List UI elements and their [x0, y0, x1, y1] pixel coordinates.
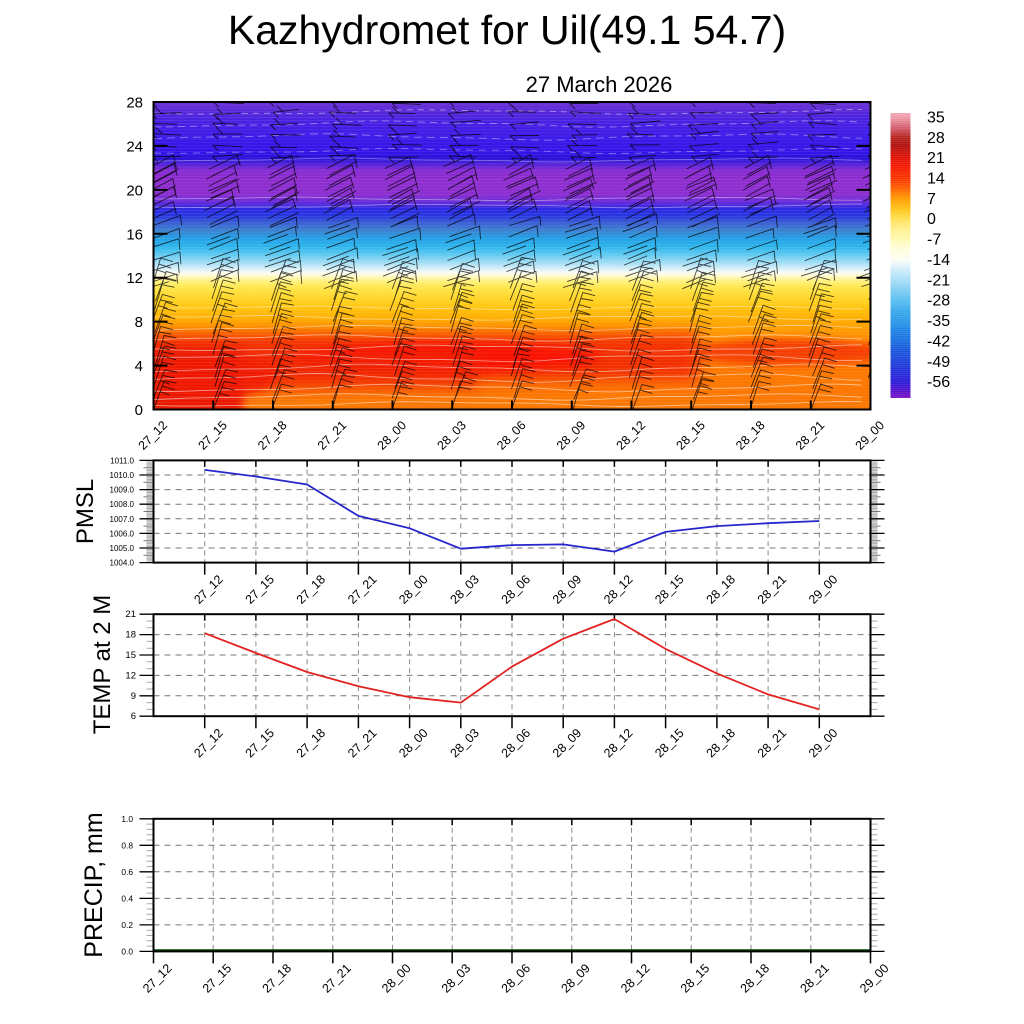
svg-text:14: 14	[927, 171, 945, 188]
svg-text:24: 24	[126, 138, 143, 155]
svg-text:-14: -14	[927, 252, 950, 269]
svg-text:28_21: 28_21	[797, 961, 832, 996]
svg-text:8: 8	[135, 314, 143, 331]
svg-text:0.0: 0.0	[121, 946, 133, 956]
svg-text:1005.0: 1005.0	[110, 544, 135, 553]
svg-text:9: 9	[131, 691, 136, 702]
svg-text:0.4: 0.4	[121, 893, 133, 903]
svg-text:28_06: 28_06	[499, 726, 534, 761]
svg-text:1009.0: 1009.0	[110, 486, 135, 495]
svg-text:0.2: 0.2	[121, 920, 133, 930]
svg-text:TEMP at 2 M: TEMP at 2 M	[89, 595, 116, 735]
svg-text:28_15: 28_15	[678, 961, 713, 996]
svg-text:27_15: 27_15	[195, 418, 230, 453]
svg-text:28_21: 28_21	[793, 418, 828, 453]
svg-text:28_03: 28_03	[439, 961, 474, 996]
svg-text:27_15: 27_15	[200, 961, 235, 996]
svg-text:27_21: 27_21	[319, 961, 354, 996]
svg-text:7: 7	[927, 191, 936, 208]
svg-text:Kazhydromet for Uil(49.1 54.7): Kazhydromet for Uil(49.1 54.7)	[228, 7, 786, 53]
svg-text:-21: -21	[927, 272, 950, 289]
svg-text:28_12: 28_12	[618, 961, 653, 996]
svg-text:-35: -35	[927, 313, 950, 330]
svg-text:29_00: 29_00	[806, 726, 841, 761]
svg-text:27_18: 27_18	[294, 572, 329, 607]
svg-text:28_09: 28_09	[554, 418, 589, 453]
svg-text:-56: -56	[927, 374, 950, 391]
svg-text:28_18: 28_18	[738, 961, 773, 996]
svg-text:27_15: 27_15	[243, 726, 278, 761]
svg-text:-42: -42	[927, 334, 950, 351]
svg-text:29_00: 29_00	[857, 961, 892, 996]
svg-text:4: 4	[135, 358, 143, 375]
svg-text:28_09: 28_09	[558, 961, 593, 996]
svg-text:28_03: 28_03	[447, 572, 482, 607]
svg-text:16: 16	[126, 226, 143, 243]
svg-text:PRECIP, mm: PRECIP, mm	[80, 812, 108, 957]
svg-text:28_00: 28_00	[396, 726, 431, 761]
svg-text:0: 0	[927, 211, 936, 228]
svg-text:0.8: 0.8	[121, 840, 133, 850]
svg-text:28_06: 28_06	[494, 418, 529, 453]
svg-text:1.0: 1.0	[121, 814, 133, 824]
svg-text:28_12: 28_12	[601, 726, 636, 761]
svg-text:28_21: 28_21	[755, 572, 790, 607]
svg-text:28_18: 28_18	[733, 418, 768, 453]
svg-text:1004.0: 1004.0	[110, 559, 135, 568]
svg-text:28_12: 28_12	[614, 418, 649, 453]
svg-text:27_18: 27_18	[294, 726, 329, 761]
svg-text:0.6: 0.6	[121, 867, 133, 877]
svg-text:12: 12	[126, 270, 143, 287]
svg-text:28_09: 28_09	[550, 726, 585, 761]
svg-text:28_21: 28_21	[755, 726, 790, 761]
svg-text:21: 21	[927, 150, 945, 167]
svg-text:28_09: 28_09	[550, 572, 585, 607]
svg-text:28_15: 28_15	[652, 726, 687, 761]
svg-text:-7: -7	[927, 232, 941, 249]
svg-text:0: 0	[135, 402, 143, 419]
svg-text:27_21: 27_21	[345, 726, 380, 761]
svg-text:18: 18	[125, 630, 136, 641]
svg-text:28_00: 28_00	[375, 418, 410, 453]
svg-text:28_18: 28_18	[704, 572, 739, 607]
svg-text:PMSL: PMSL	[72, 479, 99, 544]
svg-text:27 March 2026: 27 March 2026	[526, 72, 673, 97]
svg-text:27_21: 27_21	[315, 418, 350, 453]
svg-text:27_12: 27_12	[140, 961, 175, 996]
svg-text:20: 20	[126, 182, 143, 199]
svg-text:28_18: 28_18	[704, 726, 739, 761]
svg-text:6: 6	[131, 711, 136, 722]
svg-text:28_00: 28_00	[379, 961, 414, 996]
svg-text:28_00: 28_00	[396, 572, 431, 607]
svg-text:28_03: 28_03	[434, 418, 469, 453]
svg-text:27_18: 27_18	[260, 961, 295, 996]
svg-text:1006.0: 1006.0	[110, 529, 135, 538]
svg-text:27_12: 27_12	[136, 418, 171, 453]
svg-text:28: 28	[927, 130, 945, 147]
svg-text:29_00: 29_00	[853, 418, 888, 453]
svg-text:28: 28	[126, 95, 143, 112]
svg-text:12: 12	[125, 670, 136, 681]
svg-text:29_00: 29_00	[806, 572, 841, 607]
svg-text:1010.0: 1010.0	[110, 471, 135, 480]
svg-text:21: 21	[125, 609, 136, 620]
svg-text:1008.0: 1008.0	[110, 500, 135, 509]
svg-text:27_18: 27_18	[255, 418, 290, 453]
svg-text:27_15: 27_15	[243, 572, 278, 607]
svg-text:28_15: 28_15	[652, 572, 687, 607]
svg-text:27_12: 27_12	[191, 572, 226, 607]
svg-text:1011.0: 1011.0	[110, 456, 134, 465]
svg-text:1007.0: 1007.0	[110, 515, 135, 524]
svg-text:28_12: 28_12	[601, 572, 636, 607]
svg-text:28_06: 28_06	[499, 572, 534, 607]
svg-text:28_15: 28_15	[673, 418, 708, 453]
svg-text:35: 35	[927, 109, 945, 126]
svg-text:28_06: 28_06	[499, 961, 534, 996]
svg-text:-28: -28	[927, 293, 950, 310]
svg-text:27_21: 27_21	[345, 572, 380, 607]
svg-text:-49: -49	[927, 354, 950, 371]
svg-text:27_12: 27_12	[191, 726, 226, 761]
svg-text:28_03: 28_03	[447, 726, 482, 761]
svg-text:15: 15	[125, 650, 136, 661]
